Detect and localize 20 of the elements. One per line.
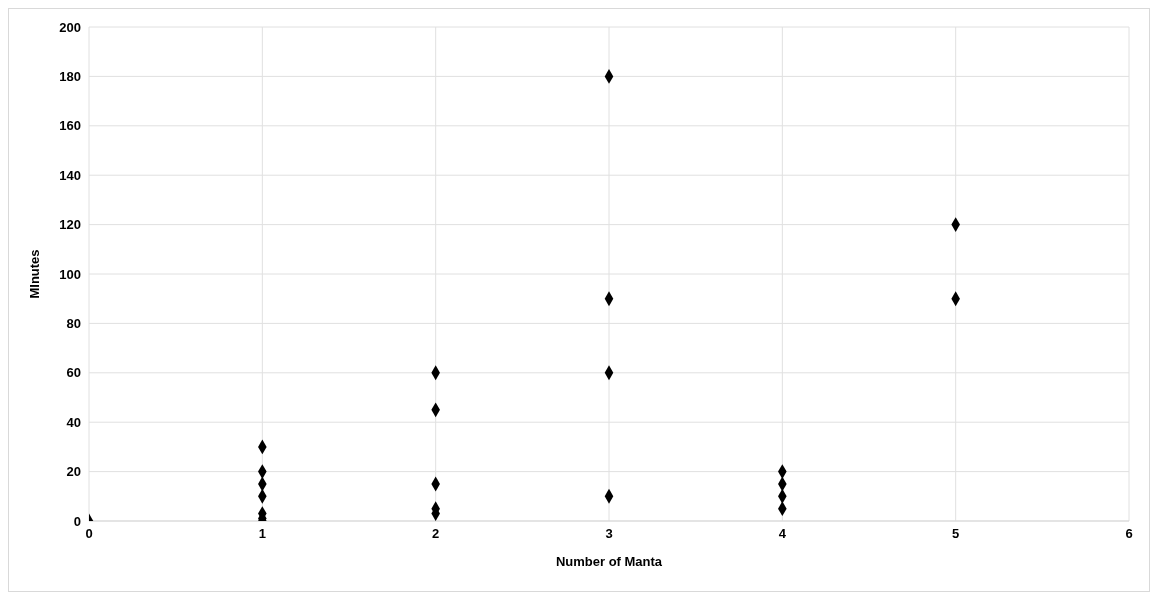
x-tick-label: 2 xyxy=(432,526,440,542)
x-tick-label: 5 xyxy=(952,526,960,542)
x-tick-label: 1 xyxy=(258,526,266,542)
y-tick-label: 60 xyxy=(66,365,81,381)
y-tick-label: 180 xyxy=(59,69,81,85)
y-tick-label: 20 xyxy=(66,464,81,480)
y-tick-label: 40 xyxy=(66,414,81,430)
x-axis-title: Number of Manta xyxy=(555,554,663,569)
x-tick-label: 4 xyxy=(778,526,787,542)
y-tick-label: 100 xyxy=(59,266,81,282)
y-axis-title: MInutes xyxy=(26,249,42,299)
x-tick-label: 0 xyxy=(85,526,93,542)
y-tick-label: 0 xyxy=(73,513,81,529)
y-tick-label: 80 xyxy=(66,316,81,332)
y-tick-label: 200 xyxy=(59,19,81,35)
y-tick-label: 160 xyxy=(59,118,81,134)
x-tick-label: 6 xyxy=(1125,526,1133,542)
y-tick-label: 120 xyxy=(59,217,81,233)
y-tick-label: 140 xyxy=(59,167,81,183)
x-tick-label: 3 xyxy=(605,526,613,542)
